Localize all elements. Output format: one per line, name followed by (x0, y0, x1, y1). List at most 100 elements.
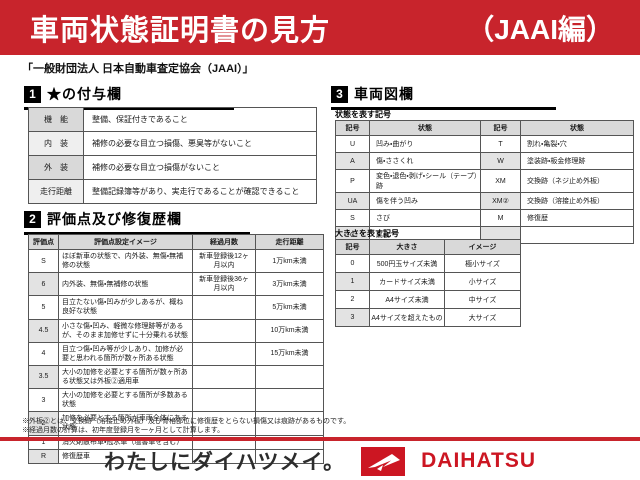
size-cell: A4サイズ未満 (369, 290, 445, 309)
size-image-cell: 極小サイズ (444, 254, 521, 273)
section1-number-badge: 1 (24, 85, 41, 103)
score-cell: 2 (28, 411, 59, 436)
symbol-cell: P (335, 169, 370, 193)
distance-cell: 10万km未満 (255, 318, 324, 343)
col-header: 評価点設定イメージ (58, 234, 193, 250)
table-row: 4.5 小さな傷・凹み、軽微な修理跡等があるが、そのまま加修せずに十分乗れる状態… (28, 318, 324, 343)
score-cell: 4.5 (28, 318, 59, 343)
brand-name: DAIHATSU (421, 449, 537, 472)
symbol-cell: UA (335, 192, 370, 210)
image-cell: 修復歴車 (58, 448, 193, 464)
months-cell (192, 364, 256, 390)
table-row: 1 カードサイズ未満 小サイズ (335, 272, 521, 291)
table-row: 2 A4サイズ未満 中サイズ (335, 290, 521, 309)
image-cell: ほぼ新車の状態で、内外装、無傷・無補修の状態 (58, 248, 193, 274)
table-header-row: 記号 大きさ イメージ (335, 239, 521, 255)
table-row: 0 500円玉サイズ未満 極小サイズ (335, 254, 521, 273)
symbol-cell: W (480, 152, 521, 170)
size-image-cell: 大サイズ (444, 308, 521, 327)
evaluation-table: 評価点 評価点設定イメージ 経過月数 走行距離 S ほぼ新車の状態で、内外装、無… (28, 234, 324, 464)
state-cell: 凹み・曲がり (369, 135, 481, 153)
edition-label: （JAAI編） (466, 13, 614, 45)
state-cell: 塗装跡・板金修理跡 (520, 152, 634, 170)
image-cell: 目立つ傷・凹み等が少しあり、加修が必要と思われる箇所が数ヶ所ある状態 (58, 341, 193, 366)
distance-cell: 3万km未満 (255, 272, 324, 297)
section2-title: 評価点及び修復歴欄 (47, 211, 182, 227)
table-row: 3 A4サイズを超えたもの 大サイズ (335, 308, 521, 327)
months-cell (192, 318, 256, 343)
section2-underline (24, 232, 250, 235)
table-row: 外 装 補修の必要な目立つ損傷がないこと (28, 155, 317, 180)
symbol-cell: XM② (480, 192, 521, 210)
code-cell: 2 (335, 290, 370, 309)
table-header-row: 評価点 評価点設定イメージ 経過月数 走行距離 (28, 234, 324, 250)
months-cell (192, 411, 256, 436)
table-row: 2 加修を必要とする箇所が車両全体にある状態 (28, 411, 324, 436)
distance-cell: 1万km未満 (255, 248, 324, 274)
distance-cell: 5万km未満 (255, 295, 324, 320)
table-row: P 変色・退色・剥げ・シール（テープ）跡 XM 交換跡（ネジ止め外板） (335, 169, 634, 193)
score-cell: 3 (28, 388, 59, 413)
section1-title: ★の付与欄 (47, 86, 122, 102)
state-cell: 傷・ささくれ (369, 152, 481, 170)
state-cell: さび (369, 209, 481, 227)
state-cell (520, 226, 634, 244)
page-title: 車両状態証明書の見方 (30, 14, 331, 47)
months-cell (192, 388, 256, 413)
col-header: 記号 (335, 239, 370, 255)
size-cell: A4サイズを超えたもの (369, 308, 445, 327)
distance-cell (255, 388, 324, 413)
col-header: 大きさ (369, 239, 445, 255)
symbol-cell: M (480, 209, 521, 227)
table-row: R 修復歴車 (28, 448, 324, 464)
daihatsu-logo-icon (361, 446, 406, 476)
table-row: 3.5 大小の加修を必要とする箇所が数ヶ所ある状態又は外板②適用車 (28, 364, 324, 390)
col-header: 状態 (520, 120, 634, 136)
footnote-line: ※外板②とは、交換跡（溶接止め外板）及び骨格部位に修復歴をとらない損傷又は痕跡が… (22, 418, 351, 425)
col-header: 状態 (369, 120, 481, 136)
section3-underline (331, 107, 556, 110)
brand-slogan: わたしにダイハツメイ。 (103, 451, 346, 474)
size-image-cell: 中サイズ (444, 290, 521, 309)
row-label: 外 装 (28, 155, 84, 180)
table-row: U 凹み・曲がり T 割れ・亀裂・穴 (335, 135, 634, 153)
size-image-cell: 小サイズ (444, 272, 521, 291)
months-cell: 新車登録後36ヶ月以内 (192, 272, 256, 297)
table-header-row: 記号 状態 記号 状態 (335, 120, 634, 136)
state-cell: 交換跡（ネジ止め外板） (520, 169, 634, 193)
row-desc: 整備記録簿等があり、実走行であることが確認できること (83, 179, 317, 204)
section3-title: 車両図欄 (354, 86, 414, 102)
footnotes: ※外板②とは、交換跡（溶接止め外板）及び骨格部位に修復歴をとらない損傷又は痕跡が… (22, 417, 350, 435)
table-row: 4 目立つ傷・凹み等が少しあり、加修が必要と思われる箇所が数ヶ所ある状態 15万… (28, 341, 324, 366)
section2-number-badge: 2 (24, 210, 41, 228)
score-cell: S (28, 248, 59, 274)
table-row: UA 傷を伴う凹み XM② 交換跡（溶接止め外板） (335, 192, 634, 210)
image-cell: 加修を必要とする箇所が車両全体にある状態 (58, 411, 193, 436)
star-criteria-table: 機 能 整備、保証付きであること 内 装 補修の必要な目立つ損傷、悪臭等がないこ… (28, 107, 317, 204)
state-cell: 交換跡（溶接止め外板） (520, 192, 634, 210)
distance-cell (255, 448, 324, 464)
state-cell: 割れ・亀裂・穴 (520, 135, 634, 153)
months-cell (192, 341, 256, 366)
table-row: S さび M 修復歴 (335, 209, 634, 227)
col-header: 走行距離 (255, 234, 324, 250)
size-symbols-subtitle: 大きさを表す記号 (335, 229, 399, 238)
code-cell: 3 (335, 308, 370, 327)
section2-header: 2 評価点及び修復歴欄 (24, 209, 250, 235)
distance-cell (255, 411, 324, 436)
symbol-cell: U (335, 135, 370, 153)
row-desc: 整備、保証付きであること (83, 107, 317, 132)
score-cell: 3.5 (28, 364, 59, 390)
score-cell: 4 (28, 341, 59, 366)
score-cell: 6 (28, 272, 59, 297)
image-cell: 大小の加修を必要とする箇所が多数ある状態 (58, 388, 193, 413)
image-cell: 目立たない傷・凹みが少しあるが、概ね良好な状態 (58, 295, 193, 320)
table-row: A 傷・ささくれ W 塗装跡・板金修理跡 (335, 152, 634, 170)
col-header: 記号 (335, 120, 370, 136)
col-header: イメージ (444, 239, 521, 255)
table-row: 機 能 整備、保証付きであること (28, 107, 317, 132)
code-cell: 1 (335, 272, 370, 291)
row-label: 走行距離 (28, 179, 84, 204)
organization-caption: 「一般財団法人 日本自動車査定協会（JAAI）」 (22, 63, 254, 75)
